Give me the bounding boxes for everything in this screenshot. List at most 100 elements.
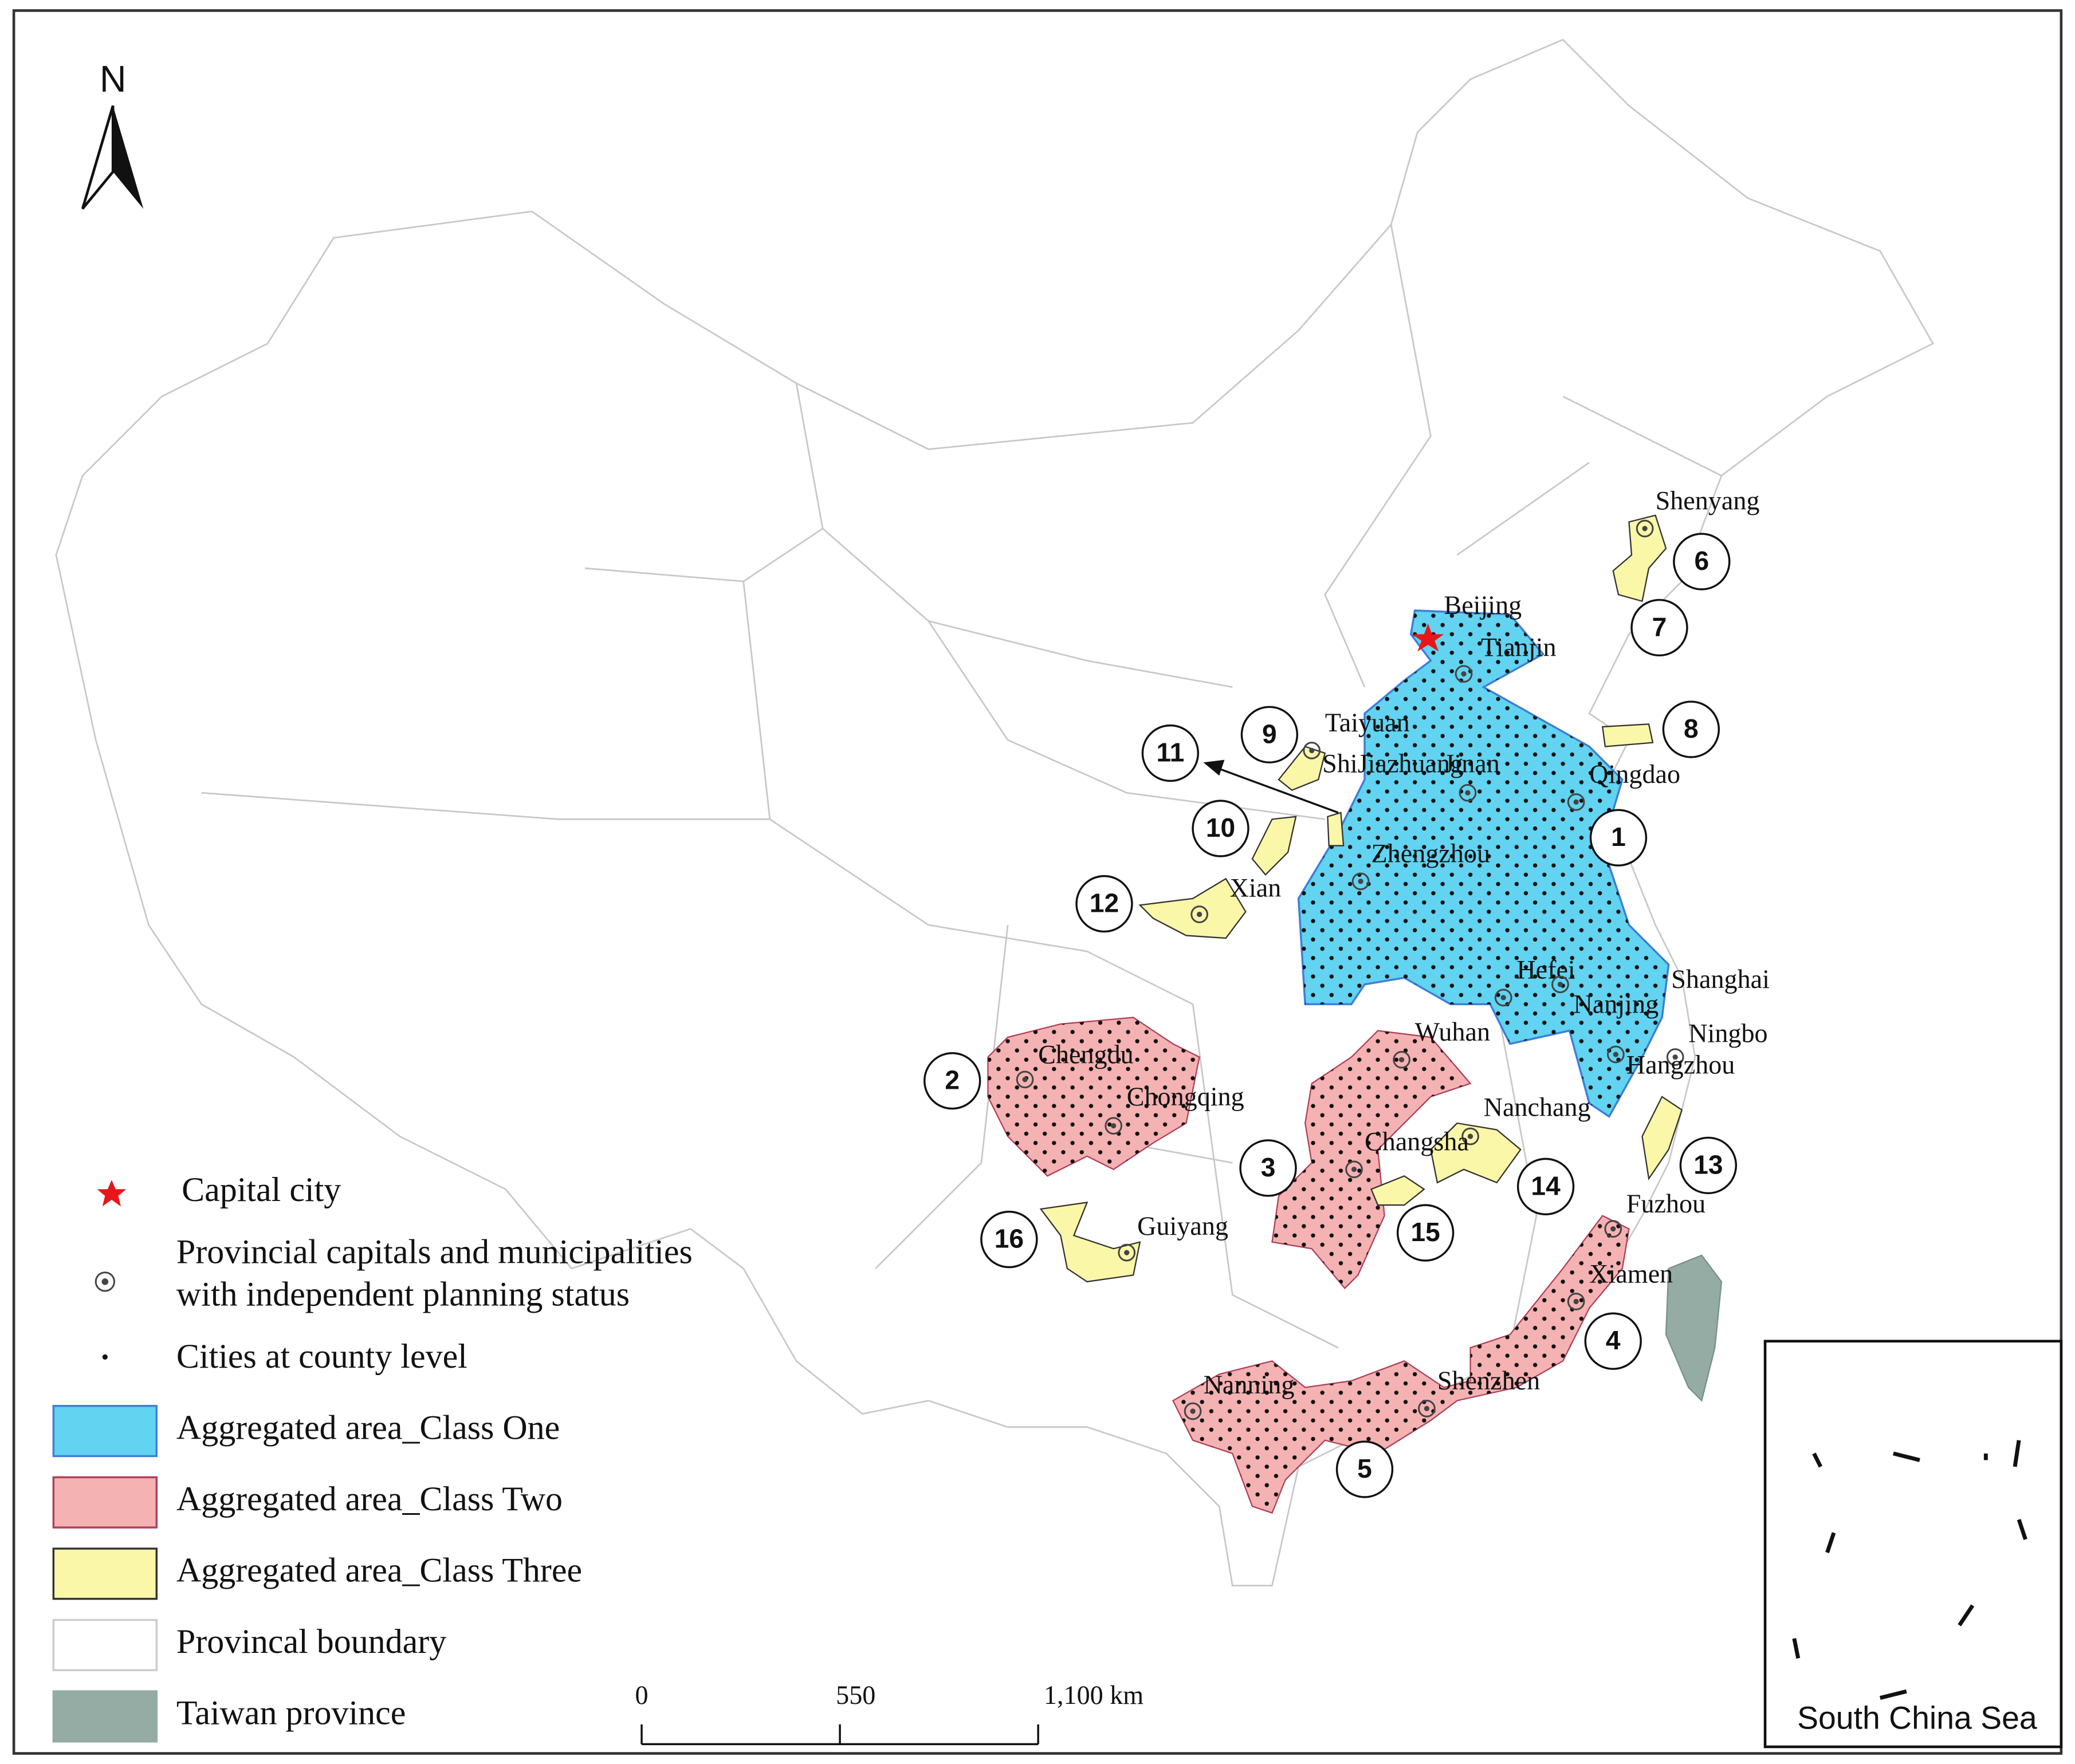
- region-number: 12: [1090, 888, 1119, 918]
- city-label: Zhengzhou: [1371, 839, 1490, 868]
- city-label: Chengdu: [1038, 1040, 1134, 1069]
- region-number: 8: [1684, 714, 1699, 743]
- legend: Capital city Provincial capitals and muni…: [52, 1171, 693, 1743]
- region-badge: [980, 1210, 1038, 1269]
- provincial-capital-marker-core: [1613, 1052, 1618, 1057]
- county-city-dots: [988, 610, 1669, 1513]
- provincial-capital-marker-core: [1190, 1408, 1196, 1414]
- provincial-capital-marker-core: [1642, 526, 1648, 531]
- legend-swatch: [52, 1405, 158, 1458]
- provincial-capital-marker-core: [1467, 1133, 1473, 1139]
- inset-title: South China Sea: [1797, 1700, 2037, 1735]
- provincial-capital-marker: [1455, 665, 1473, 683]
- pointer-line: [1212, 765, 1339, 814]
- city-labels: Shenyang Beijing Tianjin Taiyuan ShiJiazhuan…: [1016, 486, 1770, 1420]
- provincial-capital-marker-core: [1358, 879, 1363, 884]
- region-number: 13: [1693, 1149, 1723, 1179]
- provincial-capital-marker: [1461, 1127, 1479, 1145]
- region-badge: [1141, 724, 1200, 782]
- legend-label: with independent planning status: [176, 1275, 630, 1313]
- city-label: Jinan: [1444, 749, 1499, 778]
- city-label: Qingdao: [1589, 759, 1680, 789]
- provincial-capital-marker: [1551, 975, 1569, 994]
- region-badge: [1662, 700, 1720, 758]
- city-label: Xiamen: [1589, 1259, 1673, 1288]
- city-label: Guiyang: [1137, 1211, 1228, 1241]
- provincial-capital-marker: [1567, 793, 1585, 811]
- region-badge: [1396, 1204, 1455, 1262]
- city-label: Changsha: [1365, 1127, 1469, 1156]
- provincial-capital-marker-core: [1424, 1405, 1430, 1411]
- provincial-capital-marker-core: [1351, 1167, 1357, 1172]
- north-label: N: [100, 58, 127, 100]
- legend-label: Provincal boundary: [176, 1623, 446, 1660]
- capital-star: [1412, 623, 1444, 652]
- provincial-capital-marker-core: [1465, 790, 1471, 796]
- region-badge: [1589, 809, 1648, 867]
- inset: South China Sea: [1763, 1340, 2063, 1749]
- class-three-areas: [1039, 514, 1683, 1283]
- provincial-capital-marker: [1459, 783, 1477, 802]
- provincial-capital-marker-core: [1111, 1123, 1117, 1129]
- city-label: Tianjin: [1481, 633, 1557, 662]
- legend-label: Capital city: [182, 1171, 341, 1208]
- region-number: 16: [995, 1224, 1024, 1254]
- legend-label: Cities at county level: [176, 1337, 467, 1375]
- provincial-capital-marker-core: [1398, 1057, 1405, 1062]
- taiwan: [1665, 1254, 1723, 1402]
- city-label: Shenyang: [1656, 486, 1760, 515]
- scale-bar: 0 550 1,100 km: [635, 1680, 1143, 1746]
- region-number: 9: [1262, 719, 1277, 749]
- region-badge: [1192, 800, 1249, 857]
- legend-swatch: [52, 1619, 158, 1671]
- provincial-capital-marker-core: [1500, 995, 1506, 1001]
- provincial-capital-marker: [1666, 1048, 1684, 1066]
- legend-label: Aggregated area_Class Three: [176, 1552, 582, 1589]
- region-badge: [1516, 1157, 1575, 1215]
- region-badge: [1630, 598, 1688, 657]
- legend-swatch: [52, 1476, 158, 1529]
- region-number: 5: [1357, 1454, 1372, 1483]
- city-label: Chongqing: [1127, 1082, 1244, 1111]
- provincial-capital-marker-core: [1124, 1250, 1130, 1255]
- region-badge: [1239, 1139, 1297, 1197]
- region-number: 4: [1606, 1325, 1621, 1355]
- provincial-capital-marker: [1345, 1160, 1363, 1179]
- provincial-capital-marker: [1351, 872, 1370, 891]
- provincial-capital-marker-core: [1573, 1298, 1579, 1305]
- city-label: Nanjing: [1574, 990, 1659, 1019]
- city-label: Shenzhen: [1437, 1366, 1540, 1395]
- region-number: 11: [1156, 738, 1184, 767]
- legend-label: Provincial capitals and municipalities: [176, 1233, 693, 1271]
- provincial-capital-marker: [1303, 742, 1321, 759]
- legend-swatch: [52, 1548, 158, 1600]
- legend-swatch: [52, 1690, 158, 1743]
- city-label: Hangzhou: [1626, 1050, 1735, 1080]
- region-badge: [1679, 1136, 1738, 1195]
- legend-county-dot: [102, 1354, 108, 1360]
- region-badge: [1240, 706, 1299, 763]
- region-number: 10: [1206, 813, 1235, 842]
- provincial-capital-marker: [1118, 1243, 1136, 1262]
- region-badge: [1335, 1440, 1394, 1498]
- provincial-capital-marker-core: [1573, 799, 1579, 805]
- frame: [12, 9, 2063, 1755]
- city-label: Nanning: [1204, 1370, 1295, 1399]
- city-label: Xian: [1230, 873, 1282, 903]
- provincial-capital-marker: [1190, 905, 1208, 923]
- city-label: ShiJiazhuang: [1322, 749, 1463, 778]
- provincial-capital-marker: [1105, 1117, 1123, 1135]
- city-label: Ningbo: [1688, 1018, 1767, 1048]
- legend-label: Taiwan province: [176, 1694, 406, 1732]
- provincial-capital-marker: [1393, 1050, 1410, 1069]
- provincial-capital-marker: [1494, 989, 1512, 1007]
- region-number: 3: [1261, 1152, 1276, 1182]
- china-outline: [55, 38, 1934, 1586]
- provincial-capital-marker-core: [1197, 911, 1202, 918]
- region-badge: [1075, 875, 1133, 933]
- region-badge: [923, 1052, 981, 1110]
- provincial-capital-marker-core: [1022, 1077, 1028, 1082]
